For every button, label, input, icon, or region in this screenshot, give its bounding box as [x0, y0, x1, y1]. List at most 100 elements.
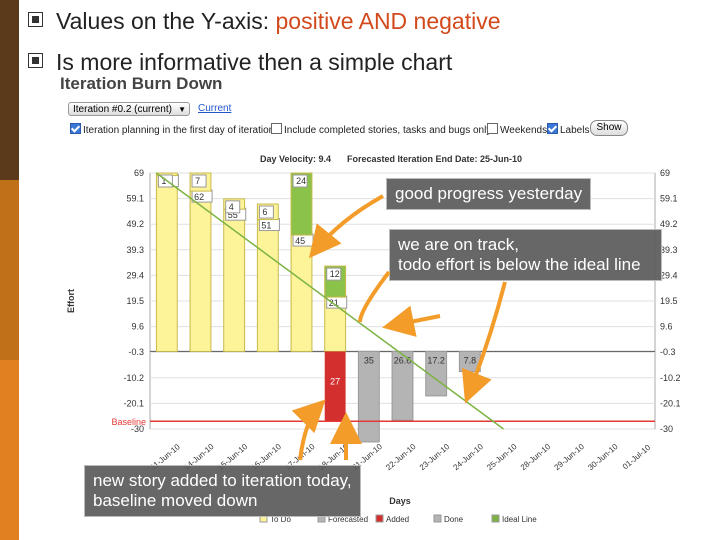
bullet-2: Is more informative then a simple chart [28, 49, 452, 75]
y-tick-label-right: 19.5 [660, 296, 678, 306]
done-label-box [292, 174, 308, 188]
callout-good-progress: good progress yesterday [386, 178, 592, 210]
added-label: 27 [330, 376, 340, 386]
y-tick-label-left: -10.2 [123, 373, 144, 383]
done-label-box [225, 200, 241, 214]
callout-new-story-line-1: new story added to iteration today, [93, 471, 352, 490]
y-tick-label-left: 59.1 [126, 194, 144, 204]
sidebar-band-mid [0, 180, 19, 360]
y-axis-title: Effort [66, 289, 76, 313]
forecasted-bar [425, 350, 448, 397]
done-label: 7 [195, 176, 200, 186]
y-tick-label-left: 49.2 [126, 219, 144, 229]
callout-on-track-line-1: we are on track, [398, 235, 519, 254]
include-option[interactable]: Include completed stories, tasks and bug… [271, 123, 491, 136]
x-tick-label: 22-Jun-10 [384, 442, 418, 472]
callout-on-track-line-2: todo effort is below the ideal line [398, 255, 641, 274]
y-tick-label-left: -30 [131, 424, 144, 434]
legend-entry: To Do [270, 515, 291, 524]
show-button[interactable]: Show [590, 120, 628, 136]
sidebar-band-dark [0, 0, 19, 180]
y-tick-label-right: 69 [660, 168, 670, 178]
iteration-select[interactable]: Iteration #0.2 (current) ▼ [68, 102, 190, 116]
weekends-checkbox[interactable] [487, 123, 498, 134]
todo-label: 55 [228, 210, 238, 220]
labels-checkbox[interactable] [547, 123, 558, 134]
bullet-1: Values on the Y-axis: positive AND negat… [28, 8, 501, 34]
todo-bar [290, 234, 313, 352]
planning-label: Iteration planning in the first day of i… [83, 125, 275, 136]
todo-bar [256, 219, 279, 352]
y-tick-label-left: 29.4 [126, 270, 144, 280]
bullet-1-text: Values on the Y-axis: [56, 8, 276, 34]
weekends-label: Weekends [500, 125, 548, 136]
y-tick-label-right: -20.1 [660, 398, 681, 408]
done-label-box [326, 267, 342, 281]
todo-label: 45 [295, 236, 305, 246]
y-tick-label-right: -10.2 [660, 373, 681, 383]
done-label-box [258, 205, 274, 219]
bullet-icon [28, 53, 43, 68]
y-tick-label-right: 39.3 [660, 245, 678, 255]
ideal-line [155, 172, 504, 430]
y-tick-label-left: -20.1 [123, 398, 144, 408]
done-label-box [157, 174, 173, 188]
y-tick-label-left: -0.3 [128, 347, 144, 357]
x-tick-label: 23-Jun-10 [418, 442, 452, 472]
y-tick-label-right: 49.2 [660, 219, 678, 229]
legend-swatch [375, 514, 384, 523]
todo-label: 51 [261, 221, 271, 231]
legend-swatch [491, 514, 500, 523]
y-tick-label-right: -0.3 [660, 347, 676, 357]
x-tick-label: 24-Jun-10 [452, 442, 486, 472]
forecasted-label: 35 [364, 355, 374, 365]
todo-label: 62 [194, 192, 204, 202]
legend-entry: Ideal Line [502, 515, 537, 524]
slide-sidebar [0, 0, 19, 540]
bullet-icon [28, 12, 43, 27]
x-tick-label: 28-Jun-10 [519, 442, 553, 472]
legend-entry: Added [386, 515, 409, 524]
y-tick-label-left: 9.6 [131, 322, 144, 332]
forecasted-label: 7.8 [464, 355, 477, 365]
chevron-down-icon: ▼ [178, 105, 186, 114]
todo-bar [155, 175, 178, 352]
include-label: Include completed stories, tasks and bug… [284, 125, 492, 136]
legend-swatch [433, 514, 442, 523]
bullet-2-text: Is more informative then a simple chart [56, 49, 453, 75]
done-label-box [191, 174, 207, 188]
todo-bar [189, 190, 212, 352]
forecasted-bar [391, 350, 414, 421]
x-tick-label: 30-Jun-10 [586, 442, 620, 472]
callout-new-story-line-2: baseline moved down [93, 491, 258, 510]
sidebar-band-light [0, 360, 19, 540]
y-tick-label-right: 9.6 [660, 322, 673, 332]
labels-option[interactable]: Labels [547, 123, 589, 136]
forecast-end-date: Forecasted Iteration End Date: 25-Jun-10 [347, 154, 522, 164]
callout-new-story: new story added to iteration today, base… [84, 465, 361, 517]
callout-on-track: we are on track, todo effort is below th… [389, 229, 662, 281]
y-tick-label-left: 39.3 [126, 245, 144, 255]
planning-checkbox[interactable] [70, 123, 81, 134]
done-label: 24 [296, 176, 306, 186]
forecasted-label: 26.6 [394, 355, 412, 365]
y-tick-label-right: -30 [660, 424, 673, 434]
done-label: 12 [330, 269, 340, 279]
forecasted-label: 17.2 [427, 355, 445, 365]
legend-entry: Forecasted [328, 515, 368, 524]
x-tick-label: 25-Jun-10 [485, 442, 519, 472]
include-checkbox[interactable] [271, 123, 282, 134]
bullet-1-highlight: positive AND negative [275, 8, 501, 34]
current-link[interactable]: Current [198, 103, 232, 114]
forecasted-bar [357, 350, 380, 443]
done-label: 1 [161, 176, 166, 186]
weekends-option[interactable]: Weekends [487, 123, 547, 136]
y-tick-label-right: 59.1 [660, 194, 678, 204]
added-bar [324, 351, 346, 422]
planning-option[interactable]: Iteration planning in the first day of i… [70, 123, 274, 136]
y-tick-label-left: 19.5 [126, 296, 144, 306]
x-tick-label: 01-Jul-10 [621, 443, 653, 472]
y-tick-label-left: 69 [134, 168, 144, 178]
y-tick-label-right: 29.4 [660, 270, 678, 280]
done-bar [290, 172, 313, 236]
